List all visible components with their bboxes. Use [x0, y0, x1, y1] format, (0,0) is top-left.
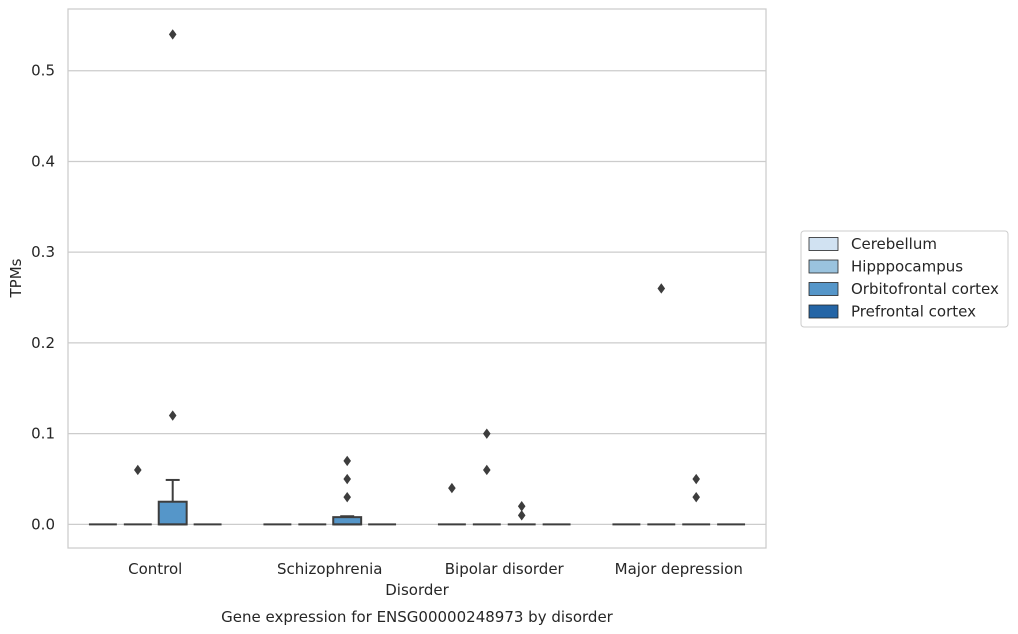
y-tick-label: 0.0	[31, 515, 55, 533]
legend-label: Prefrontal cortex	[851, 303, 976, 321]
outlier-marker	[343, 455, 351, 467]
box-body	[332, 516, 363, 526]
x-axis-label: Disorder	[385, 581, 449, 599]
legend-swatch	[808, 237, 839, 251]
box-2-1	[472, 428, 501, 526]
outlier-marker	[448, 482, 456, 494]
outlier-marker	[692, 473, 700, 485]
y-tick-label: 0.3	[31, 243, 55, 261]
box-plot-groups	[88, 29, 746, 526]
x-tick-label: Bipolar disorder	[445, 560, 565, 578]
y-tick-label: 0.1	[31, 425, 55, 443]
box-body	[157, 500, 188, 526]
x-tick-labels: Control Schizophrenia Bipolar disorder Majo…	[128, 560, 743, 578]
outlier-marker	[517, 510, 526, 521]
y-tick-label: 0.2	[31, 334, 55, 352]
legend-items: Cerebellum Hipppocampus Orbitofrontal cort…	[808, 235, 999, 321]
box-3-1	[647, 283, 676, 526]
legend-swatch	[808, 259, 839, 274]
x-tick-label: Schizophrenia	[277, 560, 382, 578]
legend-label: Cerebellum	[851, 235, 937, 253]
outlier-marker	[657, 283, 666, 294]
legend-label: Orbitofrontal cortex	[851, 280, 999, 298]
box-0-1	[123, 464, 152, 526]
outlier-marker	[517, 501, 526, 512]
y-tick-labels: 0.0 0.1 0.2 0.3 0.4 0.5	[31, 62, 55, 534]
legend-frame	[800, 230, 1009, 328]
outlier-marker	[168, 29, 177, 40]
x-tick-label: Major depression	[615, 560, 743, 578]
box-1-2	[332, 455, 363, 526]
outlier-marker	[483, 464, 491, 476]
outlier-marker	[134, 464, 142, 476]
legend-swatch	[808, 304, 839, 319]
outlier-marker	[343, 491, 351, 503]
outlier-marker	[343, 473, 351, 485]
plot-frame	[67, 8, 767, 549]
box-2-2	[507, 501, 536, 526]
box-0-2	[157, 29, 188, 526]
outlier-marker	[168, 410, 177, 421]
chart-caption: Gene expression for ENSG00000248973 by d…	[221, 608, 614, 626]
outlier-marker	[483, 428, 491, 439]
x-tick-label: Control	[128, 560, 182, 578]
box-3-2	[682, 473, 711, 526]
y-tick-label: 0.4	[31, 152, 55, 170]
y-axis-label: TPMs	[7, 258, 25, 298]
legend-label: Hipppocampus	[851, 258, 963, 276]
legend: Cerebellum Hipppocampus Orbitofrontal cort…	[800, 230, 1009, 328]
outlier-marker	[692, 491, 700, 503]
y-tick-label: 0.5	[31, 62, 55, 80]
legend-swatch	[808, 282, 839, 296]
box-2-0	[437, 482, 466, 526]
grid-lines	[68, 70, 766, 526]
